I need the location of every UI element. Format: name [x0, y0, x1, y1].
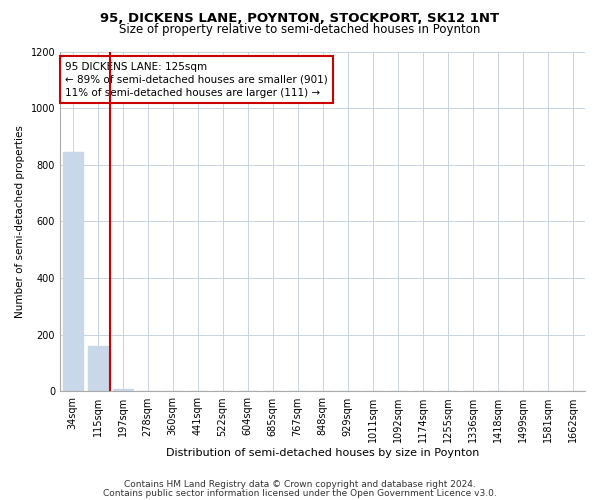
- X-axis label: Distribution of semi-detached houses by size in Poynton: Distribution of semi-detached houses by …: [166, 448, 479, 458]
- Text: Size of property relative to semi-detached houses in Poynton: Size of property relative to semi-detach…: [119, 22, 481, 36]
- Bar: [113, 390, 133, 392]
- Text: 95, DICKENS LANE, POYNTON, STOCKPORT, SK12 1NT: 95, DICKENS LANE, POYNTON, STOCKPORT, SK…: [100, 12, 500, 26]
- Text: Contains public sector information licensed under the Open Government Licence v3: Contains public sector information licen…: [103, 488, 497, 498]
- Bar: [62, 152, 83, 392]
- Y-axis label: Number of semi-detached properties: Number of semi-detached properties: [15, 125, 25, 318]
- Bar: [88, 346, 107, 392]
- Text: Contains HM Land Registry data © Crown copyright and database right 2024.: Contains HM Land Registry data © Crown c…: [124, 480, 476, 489]
- Text: 95 DICKENS LANE: 125sqm
← 89% of semi-detached houses are smaller (901)
11% of s: 95 DICKENS LANE: 125sqm ← 89% of semi-de…: [65, 62, 328, 98]
